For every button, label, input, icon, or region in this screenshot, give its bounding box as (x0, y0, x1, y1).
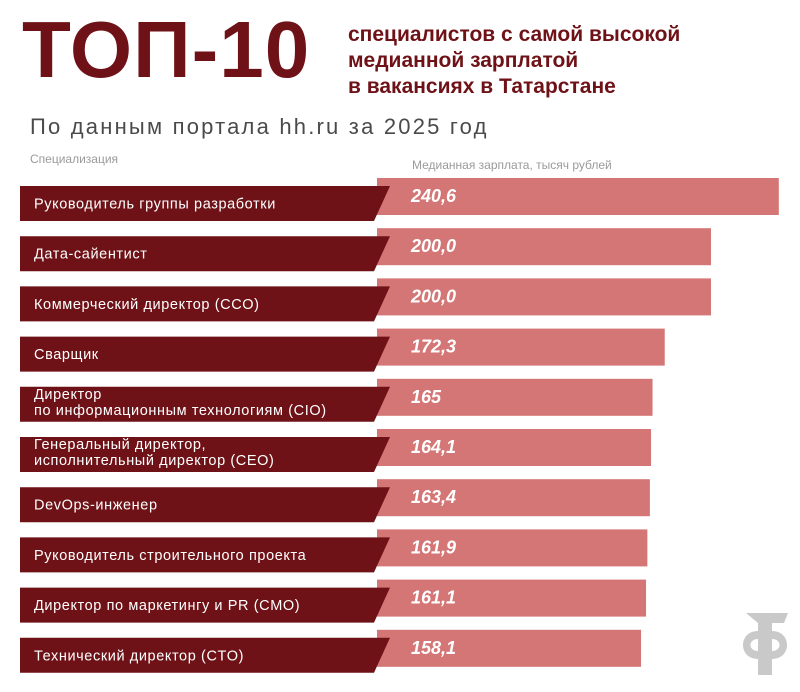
category-label-bg (20, 236, 390, 272)
category-label-bg (20, 587, 390, 623)
value-axis-label: Медианная зарплата, тысяч рублей (412, 158, 612, 172)
source-subtitle: По данным портала hh.ru за 2025 год (30, 114, 489, 139)
value-label: 200,0 (410, 236, 456, 256)
value-label: 163,4 (411, 487, 456, 507)
value-label: 165 (411, 387, 442, 407)
category-label: Дата-сайентист (34, 247, 147, 263)
value-label: 161,9 (411, 537, 456, 557)
title-subline: специалистов с самой высокой медианной з… (348, 22, 788, 100)
value-label: 240,6 (410, 186, 457, 206)
category-label-bg (20, 637, 390, 673)
category-axis-label: Специализация (30, 152, 119, 166)
category-label: Руководитель группы разработки (34, 197, 276, 213)
category-label: Генеральный директор, исполнительный дире… (34, 437, 274, 469)
salary-bar (377, 278, 711, 316)
category-label-bg (20, 537, 390, 573)
salary-bar (377, 629, 642, 667)
category-label: Коммерческий директор (CCO) (34, 297, 260, 313)
salary-bar (377, 228, 711, 266)
page-title: ТОП-10 (22, 5, 311, 94)
salary-bar (377, 579, 647, 617)
title-line-1: специалистов с самой высокой (348, 23, 681, 46)
value-label: 158,1 (411, 638, 456, 658)
salary-bar (377, 429, 652, 466)
category-label: Директор по маркетингу и PR (CMO) (34, 598, 300, 614)
category-label-bg (20, 286, 390, 322)
value-label: 200,0 (410, 286, 456, 306)
category-label: Технический директор (CTO) (34, 648, 244, 664)
category-label: Руководитель строительного проекта (34, 548, 307, 564)
category-label-bg (20, 336, 390, 372)
value-label: 172,3 (411, 337, 456, 357)
category-label-bg (20, 437, 390, 472)
category-label: DevOps-инженер (34, 498, 158, 514)
salary-bar (377, 529, 648, 567)
value-label: 164,1 (411, 437, 456, 457)
category-label-bg (20, 386, 390, 422)
category-label-bg (20, 186, 390, 221)
ф-logo-icon (736, 609, 794, 684)
salary-bar (377, 178, 779, 215)
value-label: 161,1 (411, 588, 456, 608)
title-line-2: медианной зарплатой (348, 49, 579, 72)
category-label-bg (20, 487, 390, 523)
category-label: Директор по информационным технологиям (C… (34, 387, 327, 419)
salary-bar (377, 378, 653, 416)
salary-bar (377, 328, 665, 366)
title-line-3: в вакансиях в Татарстане (348, 75, 616, 98)
category-label: Сварщик (34, 347, 99, 363)
salary-bar (377, 479, 650, 517)
